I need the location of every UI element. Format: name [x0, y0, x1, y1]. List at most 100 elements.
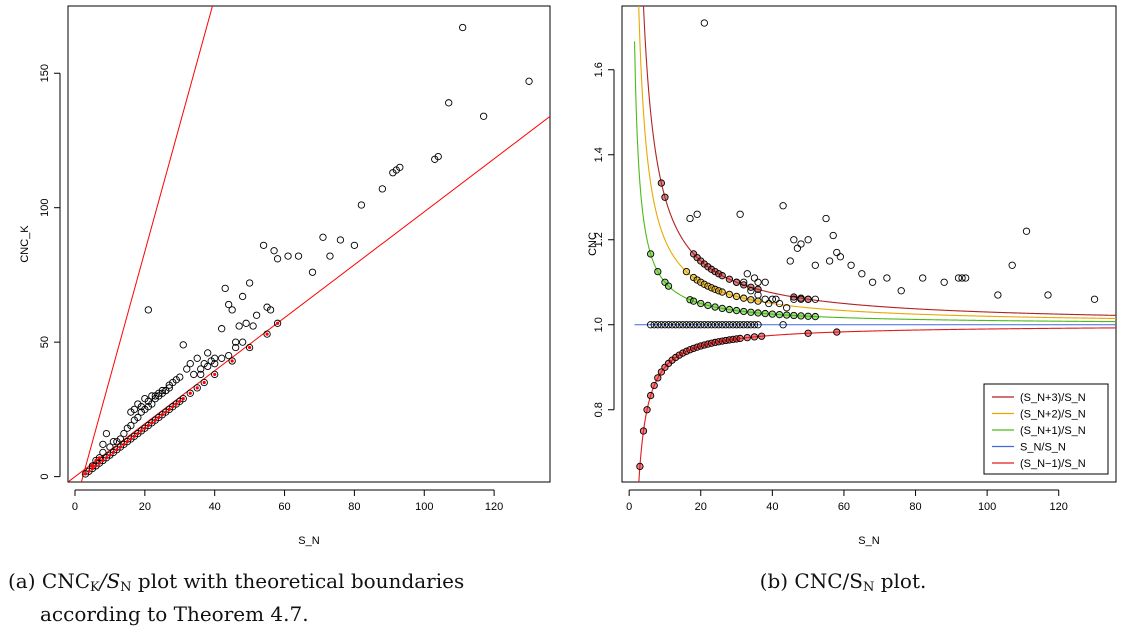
data-point: [736, 334, 744, 343]
b-y-tick-label: 1.2: [593, 232, 605, 247]
data-point: [718, 272, 726, 280]
data-point: [266, 306, 275, 314]
a-x-tick-label: 20: [139, 501, 151, 513]
boundary-point: [94, 464, 98, 468]
data-point: [204, 362, 212, 371]
data-point: [148, 392, 156, 400]
boundary-point: [150, 421, 154, 425]
caption-b-rest: plot.: [874, 569, 927, 593]
data-point: [319, 233, 327, 241]
data-point: [761, 309, 769, 318]
data-point: [754, 297, 762, 305]
data-point: [829, 231, 837, 240]
data-point: [768, 295, 776, 303]
b-x-tick-label: 80: [909, 501, 921, 513]
data-point: [99, 440, 107, 449]
data-point: [897, 287, 905, 295]
boundary-point: [129, 437, 133, 441]
data-point: [804, 295, 812, 303]
legend-label: (S_N+1)/S_N: [1020, 425, 1086, 437]
data-point: [740, 321, 748, 329]
x-axis-b: 0 20 40 60 80 100 120: [626, 489, 1068, 513]
data-point: [245, 279, 254, 287]
data-point: [162, 386, 170, 395]
data-point: [1044, 291, 1052, 299]
data-point: [804, 236, 812, 244]
boundary-point: [87, 469, 91, 473]
data-point: [704, 321, 712, 329]
caption-b-sub: N: [862, 580, 875, 595]
caption-a-mid: /S: [99, 569, 121, 593]
data-point: [127, 421, 135, 430]
data-point: [732, 306, 741, 315]
data-point: [747, 296, 755, 304]
y-axis-title-b: CNC: [587, 232, 599, 256]
legend-label: (S_N−1)/S_N: [1020, 458, 1086, 470]
data-point: [750, 274, 759, 282]
data-point: [754, 321, 762, 329]
data-point: [679, 321, 687, 329]
data-point: [736, 321, 744, 329]
boundary-point: [164, 410, 168, 414]
data-point: [357, 201, 366, 209]
data-point: [273, 255, 282, 263]
data-point: [190, 370, 198, 379]
data-point: [225, 300, 233, 309]
caption-a-rest: plot with theoretical boundaries: [131, 569, 465, 593]
b-x-tick-label: 20: [695, 501, 707, 513]
data-point: [1090, 295, 1099, 303]
data-point: [308, 268, 317, 276]
data-point: [116, 435, 125, 443]
data-point: [718, 321, 726, 329]
data-point: [732, 278, 741, 286]
a-y-tick-label: 0: [39, 474, 51, 480]
data-point: [232, 343, 240, 352]
y-axis-title-a: CNC_K: [19, 225, 31, 263]
data-point: [790, 236, 798, 244]
data-point: [825, 257, 834, 265]
data-point: [197, 365, 205, 373]
data-point: [740, 281, 748, 289]
a-x-tick-label: 40: [209, 501, 221, 513]
data-point: [211, 354, 219, 362]
data-point: [822, 214, 830, 223]
boundary-point: [90, 464, 95, 468]
b-x-tick-label: 40: [766, 501, 778, 513]
data-point: [750, 321, 759, 329]
data-point: [725, 275, 734, 283]
curve-2: [638, 6, 1116, 320]
x-axis-title-b: S_N: [858, 535, 879, 547]
scatter-points-a: [81, 23, 533, 478]
data-point: [783, 311, 791, 319]
data-point: [736, 210, 744, 218]
data-point: [697, 299, 705, 308]
b-x-tick-label: 60: [838, 501, 850, 513]
boundary-point: [97, 461, 102, 465]
boundary-point: [83, 472, 88, 476]
data-point: [134, 413, 142, 422]
data-point: [218, 325, 226, 333]
boundary-point: [115, 448, 119, 452]
data-point: [804, 312, 812, 320]
boundary-point: [174, 402, 178, 406]
data-point: [836, 253, 845, 261]
boundary-point: [275, 321, 280, 325]
boundary-lines-a: [68, 6, 550, 482]
data-point: [689, 321, 698, 329]
y-axis-a: 0 50 100 150: [39, 64, 61, 480]
data-point: [221, 284, 229, 293]
data-point: [228, 306, 236, 314]
data-point: [204, 349, 212, 357]
b-x-tick-label: 120: [1050, 501, 1068, 513]
boundary-point: [202, 380, 206, 385]
boundary-point: [181, 397, 185, 401]
data-point: [193, 384, 201, 392]
data-point: [445, 99, 453, 107]
data-point: [700, 19, 708, 27]
data-point: [700, 321, 708, 329]
data-point: [211, 360, 219, 368]
boundary-point: [132, 434, 136, 438]
plot-frame-a: [67, 5, 551, 483]
data-point: [779, 202, 787, 210]
data-point: [211, 370, 219, 379]
